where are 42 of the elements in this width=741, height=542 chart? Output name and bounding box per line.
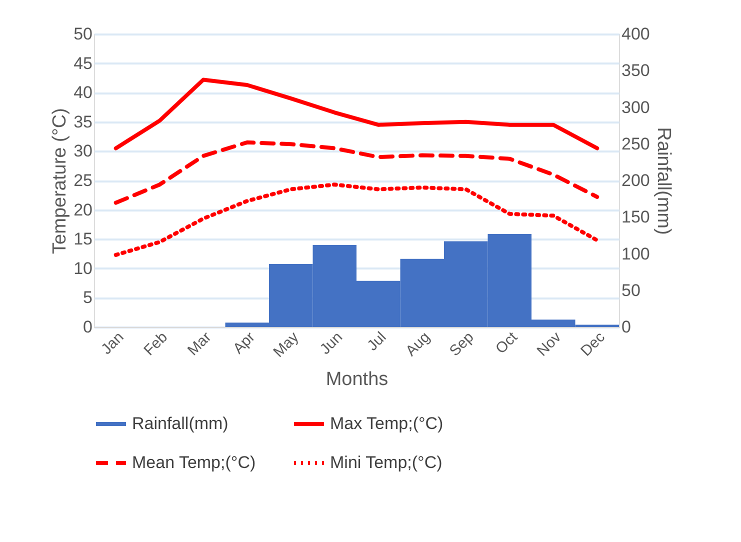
x-tick-label: Dec: [578, 328, 609, 360]
y-tick-label: 15: [74, 230, 92, 249]
x-tick-label: Feb: [140, 328, 171, 360]
x-tick-label: Nov: [534, 328, 566, 360]
y-tick-label: 45: [74, 54, 92, 73]
x-tick-label: Aug: [402, 328, 434, 360]
y-tick-label: 10: [74, 258, 92, 278]
legend-label: Max Temp;(°C): [330, 414, 444, 433]
x-tick-label: Jun: [316, 328, 346, 358]
line-series: [114, 140, 600, 205]
y-tick-label: 35: [74, 112, 92, 132]
y2-tick-label: 300: [622, 98, 650, 117]
y-tick-label: 0: [83, 318, 92, 336]
x-tick-label: Jul: [364, 328, 390, 354]
y2-tick-label: 350: [622, 61, 650, 80]
y-axis-title: Temperature (°C): [50, 108, 71, 254]
legend-label: Mean Temp;(°C): [132, 453, 256, 472]
y2-tick-label: 400: [622, 24, 650, 44]
y2-tick-label: 250: [622, 134, 650, 154]
y-tick-label: 30: [74, 142, 92, 161]
y-tick-label: 25: [74, 171, 92, 190]
y2-tick-label: 50: [622, 280, 640, 300]
x-tick-label: Apr: [230, 328, 258, 358]
x-tick-label: Oct: [492, 328, 522, 358]
y2-tick-label: 200: [622, 171, 650, 190]
x-tick-label: Mar: [184, 328, 215, 360]
x-tick-label: May: [270, 328, 303, 361]
x-axis-title: Months: [326, 369, 388, 390]
line-series: [114, 78, 600, 150]
y-tick-label: 40: [74, 83, 92, 102]
y2-tick-label: 150: [622, 208, 650, 227]
x-tick-label: Jan: [98, 328, 128, 358]
y-tick-label: 20: [74, 200, 92, 220]
y2-tick-label: 0: [622, 318, 631, 336]
y2-tick-label: 100: [622, 244, 650, 264]
line-series: [114, 182, 600, 257]
y-tick-label: 50: [74, 24, 92, 44]
x-tick-label: Sep: [446, 328, 478, 360]
y2-axis-title: Rainfall(mm): [652, 127, 674, 235]
y-tick-label: 5: [83, 288, 92, 308]
legend-label: Rainfall(mm): [132, 414, 228, 433]
legend-label: Mini Temp;(°C): [330, 453, 442, 472]
